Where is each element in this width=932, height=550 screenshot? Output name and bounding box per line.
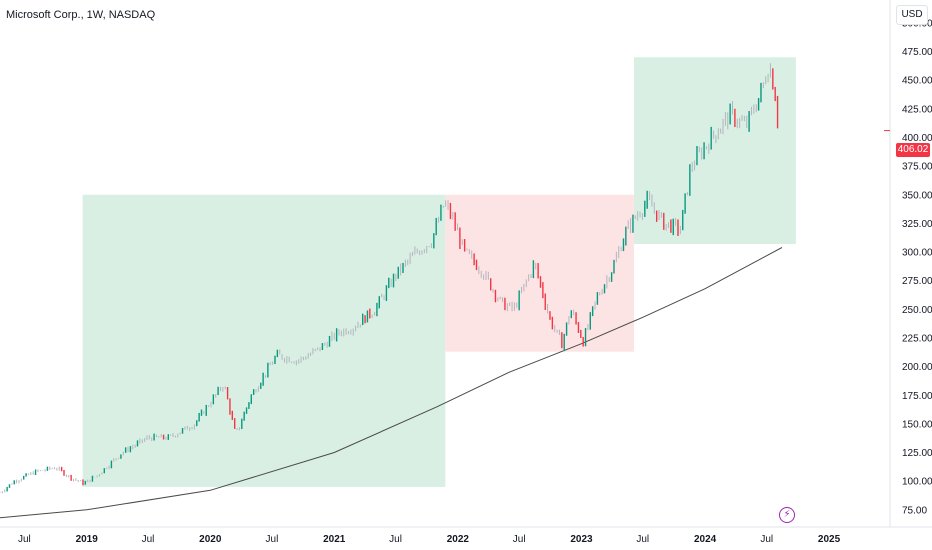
last-price-badge: 406.02 <box>896 143 930 157</box>
moving-average-line <box>0 247 783 519</box>
y-tick-label-13: 400.00 <box>902 133 932 144</box>
x-tick-label-0: Jul <box>18 534 31 545</box>
zone-down-1 <box>445 194 634 352</box>
x-tick-label-2: Jul <box>142 534 155 545</box>
y-tick-label-12: 375.00 <box>902 162 932 173</box>
x-tick-label-1: 2019 <box>76 534 99 545</box>
x-tick-label-5: 2021 <box>323 534 346 545</box>
y-tick-label-7: 250.00 <box>902 305 932 316</box>
x-tick-label-11: 2024 <box>694 534 717 545</box>
y-tick-label-8: 275.00 <box>902 276 932 287</box>
y-tick-label-5: 200.00 <box>902 362 932 373</box>
x-tick-label-7: 2022 <box>447 534 470 545</box>
chart-title: Microsoft Corp., 1W, NASDAQ <box>6 9 156 21</box>
x-tick-label-3: 2020 <box>199 534 222 545</box>
x-tick-label-12: Jul <box>760 534 773 545</box>
y-tick-label-10: 325.00 <box>902 219 932 230</box>
y-tick-label-0: 75.00 <box>902 505 927 516</box>
lightning-bolt-icon[interactable]: ⚡ <box>779 507 795 523</box>
x-tick-label-13: 2025 <box>818 534 841 545</box>
y-tick-label-15: 450.00 <box>902 76 932 87</box>
y-tick-label-6: 225.00 <box>902 333 932 344</box>
x-tick-label-6: Jul <box>389 534 402 545</box>
y-tick-label-14: 425.00 <box>902 104 932 115</box>
y-tick-label-1: 100.00 <box>902 477 932 488</box>
x-tick-label-4: Jul <box>266 534 279 545</box>
y-tick-label-2: 125.00 <box>902 448 932 459</box>
zone-up-2 <box>633 57 796 245</box>
y-tick-label-4: 175.00 <box>902 391 932 402</box>
zone-up-0 <box>82 194 446 487</box>
x-tick-label-10: Jul <box>636 534 649 545</box>
y-tick-label-11: 350.00 <box>902 190 932 201</box>
y-tick-label-9: 300.00 <box>902 248 932 259</box>
y-tick-label-3: 150.00 <box>902 419 932 430</box>
x-tick-label-8: Jul <box>513 534 526 545</box>
y-tick-label-16: 475.00 <box>902 47 932 58</box>
currency-button[interactable]: USD <box>896 5 928 25</box>
x-tick-label-9: 2023 <box>570 534 593 545</box>
